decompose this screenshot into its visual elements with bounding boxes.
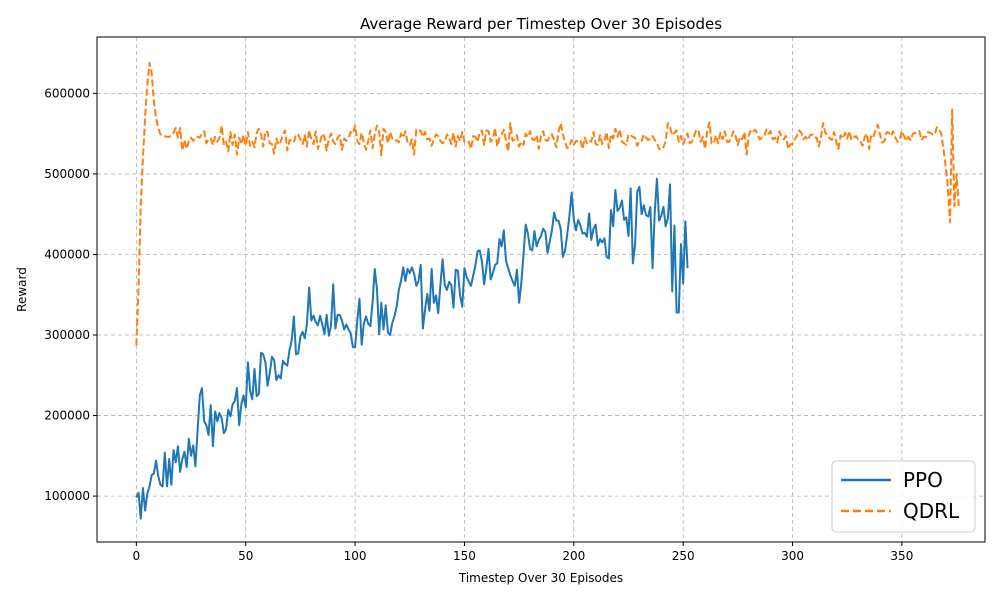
y-tick-label: 600000 (44, 86, 90, 100)
x-tick-label: 0 (133, 549, 141, 563)
grid (97, 37, 985, 542)
x-tick-label: 300 (781, 549, 804, 563)
series-line-qdrl (135, 61, 960, 346)
y-tick-label: 500000 (44, 167, 90, 181)
y-tick-label: 100000 (44, 489, 90, 503)
legend-label-ppo: PPO (903, 468, 943, 492)
x-tick-label: 200 (562, 549, 585, 563)
legend-label-qdrl: QDRL (903, 499, 960, 523)
y-tick-label: 300000 (44, 328, 90, 342)
legend: PPO QDRL (831, 460, 976, 533)
chart-title: Average Reward per Timestep Over 30 Epis… (360, 15, 722, 33)
x-tick-label: 350 (890, 549, 913, 563)
x-tick-label: 250 (672, 549, 695, 563)
x-tick-label: 150 (453, 549, 476, 563)
x-axis-label: Timestep Over 30 Episodes (458, 571, 623, 585)
y-axis-ticks: 100000 200000 300000 400000 500000 600000 (44, 86, 97, 503)
x-tick-label: 100 (344, 549, 367, 563)
plot-frame (96, 36, 986, 543)
y-tick-label: 200000 (44, 409, 90, 423)
x-tick-label: 50 (238, 549, 253, 563)
series-line-ppo (135, 177, 689, 520)
y-axis-label: Reward (15, 267, 29, 312)
x-axis-ticks: 0 50 100 150 200 250 300 350 (133, 542, 913, 563)
y-tick-label: 400000 (44, 247, 90, 261)
series-layer (135, 61, 960, 520)
